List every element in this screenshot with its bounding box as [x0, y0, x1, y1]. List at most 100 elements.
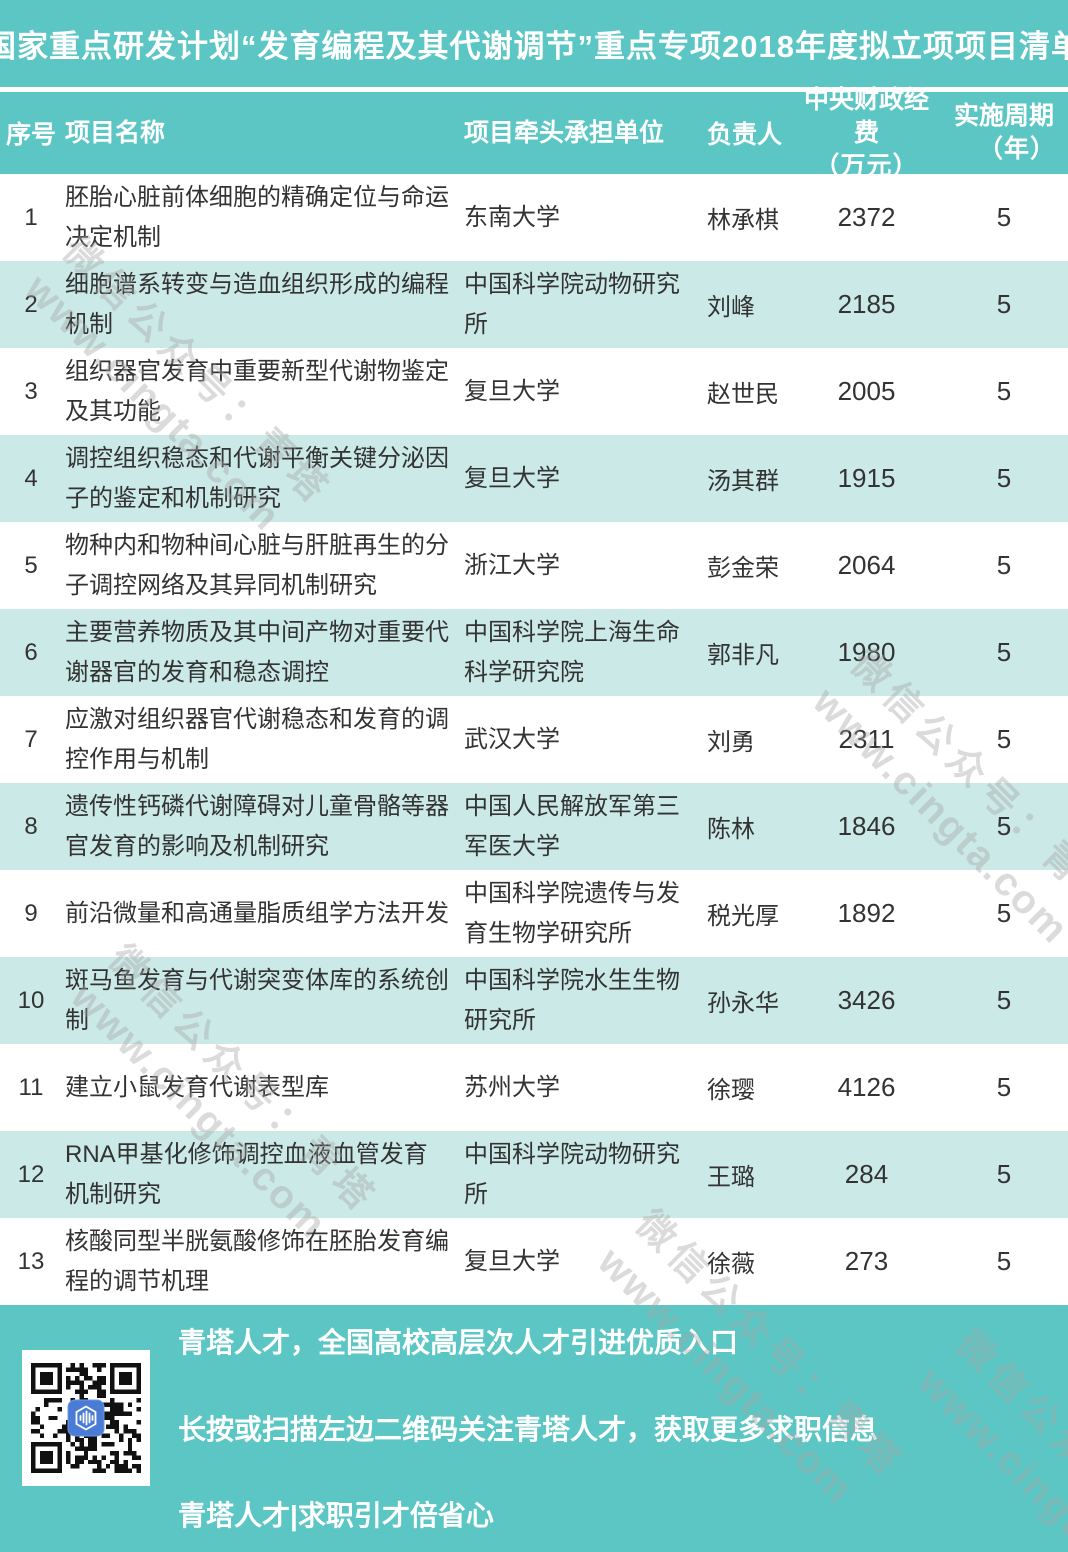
table-row: 1 胚胎心脏前体细胞的精确定位与命运决定机制 东南大学 林承棋 2372 5	[0, 174, 1068, 261]
cell-project-name: 核酸同型半胱氨酸修饰在胚胎发育编程的调节机理	[65, 1227, 449, 1295]
page-title: 国家重点研发计划“发育编程及其代谢调节”重点专项2018年度拟立项项目清单	[0, 29, 1068, 64]
cell-funding: 2372	[837, 202, 896, 232]
cell-index: 11	[18, 1073, 44, 1101]
title-bar: 国家重点研发计划“发育编程及其代谢调节”重点专项2018年度拟立项项目清单	[0, 0, 1068, 87]
cell-project-name: 应激对组织器官代谢稳态和发育的调控作用与机制	[65, 705, 449, 773]
table-row: 8 遗传性钙磷代谢障碍对儿童骨骼等器官发育的影响及机制研究 中国人民解放军第三军医大…	[0, 783, 1068, 870]
cell-project-name: RNA甲基化修饰调控血液血管发育机制研究	[65, 1140, 428, 1208]
cell-principal: 徐璎	[707, 1077, 755, 1104]
project-table-body: 1 胚胎心脏前体细胞的精确定位与命运决定机制 东南大学 林承棋 2372 5 2 细胞谱系转变…	[0, 174, 1068, 1305]
cell-period: 5	[996, 1072, 1012, 1102]
cell-period: 5	[996, 724, 1012, 754]
qr-code	[22, 1350, 150, 1486]
cell-principal: 税光厚	[707, 903, 779, 930]
cell-lead-unit: 复旦大学	[464, 464, 560, 492]
table-row: 4 调控组织稳态和代谢平衡关键分泌因子的鉴定和机制研究 复旦大学 汤其群 1915 5	[0, 435, 1068, 522]
cell-funding: 2185	[837, 289, 896, 319]
cell-project-name: 主要营养物质及其中间产物对重要代谢器官的发育和稳态调控	[65, 618, 449, 686]
cell-funding: 1980	[837, 637, 896, 667]
cell-index: 7	[24, 725, 38, 753]
footer-instruction: 长按或扫描左边二维码关注青塔人才，获取更多求职信息	[178, 1414, 879, 1445]
cell-lead-unit: 东南大学	[464, 203, 560, 231]
cell-period: 5	[996, 1159, 1012, 1189]
cell-index: 10	[17, 986, 45, 1014]
cell-lead-unit: 中国科学院动物研究所	[464, 1140, 680, 1208]
cell-principal: 刘勇	[707, 729, 755, 756]
cell-principal: 刘峰	[707, 294, 755, 321]
table-row: 7 应激对组织器官代谢稳态和发育的调控作用与机制 武汉大学 刘勇 2311 5	[0, 696, 1068, 783]
table-row: 9 前沿微量和高通量脂质组学方法开发 中国科学院遗传与发育生物学研究所 税光厚 1892…	[0, 870, 1068, 957]
column-header-period-line1: 实施周期	[953, 102, 1054, 130]
cell-funding: 2311	[838, 724, 895, 754]
table-row: 13 核酸同型半胱氨酸修饰在胚胎发育编程的调节机理 复旦大学 徐薇 273 5	[0, 1218, 1068, 1305]
cell-period: 5	[996, 1246, 1012, 1276]
table-row: 12 RNA甲基化修饰调控血液血管发育机制研究 中国科学院动物研究所 王璐 284 5	[0, 1131, 1068, 1218]
cell-period: 5	[996, 550, 1012, 580]
cell-period: 5	[996, 289, 1012, 319]
cell-lead-unit: 复旦大学	[464, 1247, 560, 1275]
cell-period: 5	[996, 985, 1012, 1015]
cell-funding: 1915	[837, 463, 896, 493]
column-header-pi: 负责人	[707, 121, 783, 149]
column-header-name: 项目名称	[65, 119, 166, 147]
qingta-logo-icon	[67, 1399, 105, 1437]
cell-funding: 284	[844, 1159, 889, 1189]
cell-lead-unit: 中国科学院遗传与发育生物学研究所	[464, 879, 680, 947]
column-header-funding-line2: （万元）	[814, 151, 919, 180]
footer-tagline: 青塔人才，全国高校高层次人才引进优质入口	[178, 1327, 739, 1358]
column-header-funding: 中央财政经费 （万元）	[793, 84, 940, 183]
cell-lead-unit: 苏州大学	[464, 1073, 560, 1101]
cell-funding: 2064	[837, 550, 896, 580]
cell-index: 6	[24, 638, 38, 666]
cell-index: 1	[24, 203, 38, 231]
cell-principal: 王璐	[707, 1164, 755, 1191]
cell-lead-unit: 浙江大学	[464, 551, 560, 579]
table-row: 10 斑马鱼发育与代谢突变体库的系统创制 中国科学院水生生物研究所 孙永华 3426 5	[0, 957, 1068, 1044]
table-row: 3 组织器官发育中重要新型代谢物鉴定及其功能 复旦大学 赵世民 2005 5	[0, 348, 1068, 435]
cell-lead-unit: 武汉大学	[464, 725, 560, 753]
cell-index: 5	[24, 551, 38, 579]
cell-project-name: 物种内和物种间心脏与肝脏再生的分子调控网络及其异同机制研究	[65, 531, 449, 599]
column-header-index: 序号	[5, 121, 56, 149]
cell-principal: 赵世民	[707, 381, 779, 408]
cell-period: 5	[996, 202, 1012, 232]
footer-slogan: 青塔人才|求职引才倍省心	[178, 1500, 494, 1531]
cell-funding: 4126	[837, 1072, 896, 1102]
cell-principal: 林承棋	[707, 207, 779, 234]
cell-project-name: 前沿微量和高通量脂质组学方法开发	[65, 899, 449, 927]
cell-principal: 汤其群	[707, 468, 779, 495]
cell-index: 9	[24, 899, 38, 927]
cell-project-name: 组织器官发育中重要新型代谢物鉴定及其功能	[65, 357, 449, 425]
footer: 青塔人才，全国高校高层次人才引进优质入口 长按或扫描左边二维码关注青塔人才，获取…	[0, 1305, 1068, 1552]
cell-principal: 郭非凡	[707, 642, 779, 669]
cell-period: 5	[996, 637, 1012, 667]
column-header-unit: 项目牵头承担单位	[464, 119, 665, 147]
cell-index: 13	[17, 1247, 45, 1275]
table-row: 5 物种内和物种间心脏与肝脏再生的分子调控网络及其异同机制研究 浙江大学 彭金荣 206…	[0, 522, 1068, 609]
cell-lead-unit: 中国科学院动物研究所	[464, 270, 680, 338]
cell-funding: 2005	[837, 376, 896, 406]
cell-project-name: 建立小鼠发育代谢表型库	[65, 1073, 329, 1101]
cell-period: 5	[996, 463, 1012, 493]
cell-funding: 273	[844, 1246, 889, 1276]
cell-funding: 1846	[837, 811, 896, 841]
cell-principal: 徐薇	[707, 1251, 755, 1278]
cell-period: 5	[996, 811, 1012, 841]
cell-period: 5	[996, 898, 1012, 928]
cell-principal: 彭金荣	[707, 555, 779, 582]
cell-funding: 3426	[837, 985, 896, 1015]
cell-project-name: 细胞谱系转变与造血组织形成的编程机制	[65, 270, 449, 338]
cell-lead-unit: 中国科学院水生生物研究所	[464, 966, 680, 1034]
cell-principal: 陈林	[707, 816, 755, 843]
cell-project-name: 斑马鱼发育与代谢突变体库的系统创制	[65, 966, 449, 1034]
column-header-period-line2: （年）	[977, 135, 1056, 163]
cell-principal: 孙永华	[707, 990, 779, 1017]
column-header-funding-line1: 中央财政经费	[803, 85, 929, 147]
cell-period: 5	[996, 376, 1012, 406]
cell-index: 4	[24, 464, 38, 492]
project-table: 序号 项目名称 项目牵头承担单位 负责人 中央财政经费 （万元） 实施周期 （年…	[0, 86, 1068, 1305]
cell-index: 8	[24, 812, 38, 840]
cell-project-name: 调控组织稳态和代谢平衡关键分泌因子的鉴定和机制研究	[65, 444, 449, 512]
cell-lead-unit: 中国科学院上海生命科学研究院	[464, 618, 680, 686]
